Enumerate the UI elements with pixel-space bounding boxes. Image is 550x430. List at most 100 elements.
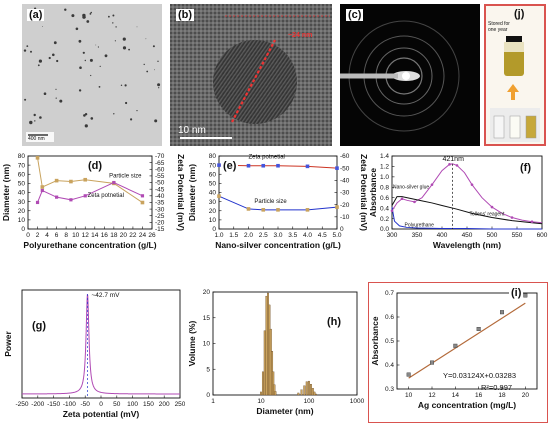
tem-particle <box>26 45 29 47</box>
chart-h-bar <box>297 392 300 396</box>
chart-h-bar <box>315 393 317 396</box>
chart-d-y2-tick-label: -55 <box>155 173 165 180</box>
chart-e-y2-tick-label: -50 <box>340 165 350 172</box>
tem-particle <box>114 40 116 42</box>
panel-j-photo: (j) Stored for one year <box>484 4 546 146</box>
chart-g-x-tick-label: -150 <box>47 401 60 408</box>
chart-f-y-tick-label: 0.6 <box>380 195 389 202</box>
chart-f-label-pu: Polyurethane <box>405 222 435 228</box>
chart-f-glue-point <box>413 200 416 204</box>
chart-g-plot-frame <box>21 289 181 399</box>
chart-e: 1.0 1.5 2.0 2.5 3.0 3.5 4.0 4.5 5.0 0 10 20 30 40 50 60… <box>185 148 370 256</box>
chart-d-y2-tick-label: -60 <box>155 166 165 173</box>
chart-e-xlabel: Nano-silver concentration (g/L) <box>215 240 341 250</box>
chart-i-y-tick-label: 0.3 <box>385 386 394 393</box>
chart-i-x-tick-label: 10 <box>405 392 413 399</box>
chart-e-x-tick-label: 5.0 <box>332 232 341 239</box>
tem-particle <box>120 84 123 87</box>
tem-particle <box>48 56 51 60</box>
chart-h-x-tick-label: 1 <box>211 398 215 405</box>
tem-particle <box>56 59 59 63</box>
chart-e-size-line <box>218 195 338 211</box>
chart-e-zeta-point <box>217 163 221 167</box>
chart-d-y-tick-label: 60 <box>18 171 26 178</box>
tem-particle <box>124 84 127 87</box>
chart-d-y2-tick-label: -30 <box>155 206 165 213</box>
tem-particle <box>154 69 155 71</box>
panel-a-label: (a) <box>27 9 45 21</box>
chart-d-size-point <box>83 177 88 182</box>
chart-e-size-point <box>305 208 310 212</box>
chart-d-zeta-point <box>55 195 59 199</box>
chart-f-label-glue: Nano-silver glue <box>393 184 429 190</box>
chart-e-y-tick-label: 0 <box>212 226 216 233</box>
chart-f-ylabel: Absorbance <box>370 168 378 217</box>
chart-h-svg: 1 10 100 1000 0 5 10 15 20 Diameter (nm) Volume (%… <box>187 289 365 416</box>
chart-g-curve <box>22 294 180 395</box>
tem-particle <box>99 65 101 67</box>
panel-b-hrtem-image: (b) ~24 nm 10 nm <box>170 4 332 146</box>
chart-i-y-tick-label: 0.6 <box>385 314 394 321</box>
chart-d-x-tick-label: 0 <box>26 232 30 239</box>
chart-g-peak-label: ~42.7 mV <box>92 292 121 299</box>
chart-i-point <box>499 310 504 315</box>
chart-h-y-tick-label: 20 <box>203 289 211 296</box>
chart-d-x-tick-label: 22 <box>129 232 137 239</box>
chart-d-y-tick-label: 80 <box>18 153 26 160</box>
chart-f-y-tick-label: 1.2 <box>380 164 389 171</box>
chart-e-label: (e) <box>221 160 239 172</box>
chart-h: 1 10 100 1000 0 5 10 15 20 Diameter (nm) Volume (%… <box>185 280 365 425</box>
chart-h-ylabel: Volume (%) <box>187 321 197 367</box>
tem-particle <box>143 63 145 66</box>
tem-particle <box>55 97 57 99</box>
chart-g-x-tick-label: 250 <box>175 401 185 408</box>
chart-e-y-tick-label: 50 <box>209 181 217 188</box>
chart-h-y-tick-label: 0 <box>206 392 210 399</box>
chart-e-size-point <box>217 194 221 198</box>
chart-f-glue-point <box>510 216 514 219</box>
chart-d-y2-tick-label: -35 <box>155 200 165 207</box>
tem-particle <box>71 14 75 18</box>
chart-h-label: (h) <box>325 316 344 328</box>
chart-i-x-tick-label: 16 <box>475 392 483 399</box>
chart-e-y-tick-label: 30 <box>209 199 217 206</box>
chart-e-y-tick-label: 20 <box>209 208 217 215</box>
chart-h-y-tick-label: 10 <box>203 341 211 348</box>
chart-f-series-line <box>391 207 542 230</box>
tem-particles <box>22 4 162 146</box>
chart-h-bar <box>272 371 275 396</box>
chart-g-x-tick-label: -50 <box>80 401 90 408</box>
tem-particle <box>130 118 133 121</box>
tem-particle <box>90 117 94 120</box>
chart-d-y2-tick-label: -65 <box>155 160 165 167</box>
chart-d: 0 2 4 6 8 10 12 14 16 18 20 22 24 26 0 10 20 30 40 50 60 70 80… <box>0 148 186 256</box>
chart-f-svg: 300 350 400 450 500 550 600 0.0 0.2 0.4 0.6 0.8 1.0 1… <box>368 153 548 250</box>
chart-d-svg: 0 2 4 6 8 10 12 14 16 18 20 22 24 2601020304050607080… <box>1 153 186 250</box>
tem-particle <box>55 88 57 90</box>
chart-h-x-tick-label: 100 <box>304 398 315 405</box>
tem-particle <box>84 59 86 62</box>
chart-d-y2-tick-label: -50 <box>155 180 165 187</box>
chart-e-y2-tick-label: -60 <box>340 153 350 160</box>
chart-d-x-tick-label: 20 <box>120 232 128 239</box>
tem-particle <box>37 64 40 67</box>
chart-e-series-label-size: Particle size <box>254 199 287 205</box>
tem-particle <box>78 39 82 43</box>
chart-g: -250 -200 -150 -100 -50 0 50 100 150 200 250 ~42.7 … <box>0 280 186 425</box>
chart-d-x-tick-label: 26 <box>148 232 156 239</box>
chart-e-y-tick-label: 80 <box>209 153 217 160</box>
tem-particle <box>108 15 110 18</box>
chart-e-zeta-point <box>276 163 280 168</box>
chart-f: 300 350 400 450 500 550 600 0.0 0.2 0.4 0.6 0.8 1.0 1… <box>368 148 550 256</box>
chart-d-x-tick-label: 4 <box>45 232 49 239</box>
chart-e-y2-tick-label: -40 <box>340 178 350 185</box>
chart-i: 10 12 14 16 18 20 0.3 0.4 0.5 0.6 0.7 Ag concentrat… <box>368 282 548 423</box>
chart-h-bar <box>274 391 277 396</box>
chart-f-glue-point <box>490 205 494 209</box>
chart-d-label: (d) <box>86 160 105 172</box>
tem-particle <box>33 113 36 117</box>
chart-f-series-line <box>391 163 543 224</box>
chart-e-y2-tick-label: -20 <box>340 202 350 209</box>
tem-particle <box>82 51 85 54</box>
chart-f-glue-point <box>448 163 451 166</box>
